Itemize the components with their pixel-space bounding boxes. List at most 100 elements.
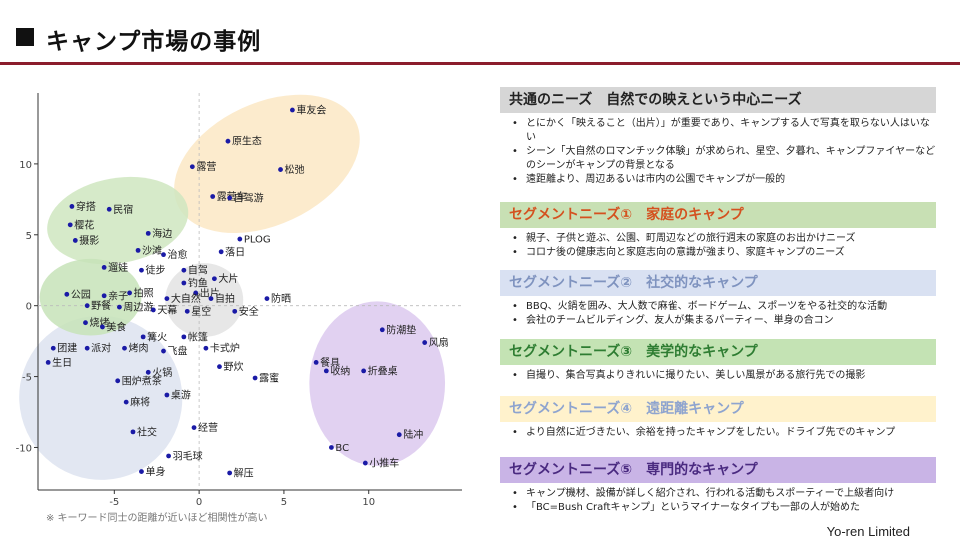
bullet-item: とにかく「映えること（出片）」が重要であり、キャンプする人で写真を取らない人はい… xyxy=(510,117,936,145)
keyword-point: 公园 xyxy=(64,289,91,301)
keyword-dot xyxy=(123,399,129,405)
cluster-segment2 xyxy=(19,315,183,480)
keyword-dot xyxy=(264,296,270,301)
page-title: キャンプ市場の事例 xyxy=(46,29,262,55)
keyword-label: 自驾 xyxy=(188,264,208,277)
y-tick-label: -10 xyxy=(16,443,32,454)
keyword-label: 钓鱼 xyxy=(188,276,208,289)
keyword-point: 天幕 xyxy=(150,303,177,316)
keyword-dot xyxy=(218,249,224,255)
keyword-label: 帐篷 xyxy=(188,330,208,343)
keyword-point: 大自然 xyxy=(164,292,201,305)
section-heading: セグメントニーズ③ 美学的なキャンプ xyxy=(500,339,936,365)
keyword-dot xyxy=(422,340,428,345)
keyword-point: 小推车 xyxy=(362,457,399,470)
keyword-dot xyxy=(313,359,319,365)
keyword-dot xyxy=(139,267,144,273)
bullet-item: 「BC=Bush Craftキャンプ」というマイナーなタイプも一部の人が始めた xyxy=(510,501,936,515)
keyword-label: 露营车 xyxy=(217,190,247,203)
keyword-dot xyxy=(237,236,243,242)
keyword-label: PLOG xyxy=(244,235,271,246)
keyword-point: 收纳 xyxy=(323,364,350,377)
keyword-dot xyxy=(210,194,216,199)
keyword-point: 遛娃 xyxy=(101,261,128,274)
keyword-dot xyxy=(225,138,231,144)
keyword-label: 火锅 xyxy=(152,367,172,379)
keyword-label: 車友会 xyxy=(296,104,326,117)
section-bullets: とにかく「映えること（出片）」が重要であり、キャンプする人で写真を取らない人はい… xyxy=(500,117,936,187)
keyword-point: 经营 xyxy=(191,421,218,434)
keyword-label: BC xyxy=(335,443,349,454)
keyword-point: 海边 xyxy=(145,227,172,240)
keyword-point: 原生态 xyxy=(225,135,262,148)
keyword-dot xyxy=(101,293,107,299)
keyword-point: 治愈 xyxy=(161,248,188,261)
keyword-label: 露营 xyxy=(196,160,216,173)
keyword-point: 烤肉 xyxy=(122,342,148,355)
keyword-dot xyxy=(127,290,132,296)
keyword-point: 星空 xyxy=(184,305,211,318)
keyword-point: 解压 xyxy=(227,466,254,479)
keyword-label: 野餐 xyxy=(91,299,111,312)
keyword-label: 麻将 xyxy=(130,396,150,409)
keyword-label: 落日 xyxy=(225,246,245,258)
cluster-common xyxy=(174,94,360,234)
keyword-point: 火锅 xyxy=(145,367,172,379)
keyword-label: 周边游 xyxy=(123,301,153,314)
keyword-dot xyxy=(396,432,402,438)
keyword-label: 徒步 xyxy=(145,264,165,277)
keyword-point: 餐具 xyxy=(313,356,340,369)
keyword-dot xyxy=(130,429,136,435)
keyword-label: 桌游 xyxy=(171,389,191,402)
keyword-dot xyxy=(115,378,121,384)
bullet-item: BBQ、火鍋を囲み、大人数で麻雀、ボードゲーム、スポーツをやる社交的な活動 xyxy=(510,300,936,314)
bullet-item: 親子、子供と遊ぶ、公園、町周辺などの旅行週末の家庭のお出かけニーズ xyxy=(510,232,936,246)
x-tick-label: 10 xyxy=(362,497,375,508)
y-tick-label: 5 xyxy=(26,231,32,242)
keyword-point: 风扇 xyxy=(422,336,449,349)
keyword-point: 帐篷 xyxy=(181,330,208,343)
keyword-point: 钓鱼 xyxy=(181,276,208,289)
section-heading: セグメントニーズ⑤ 専門的なキャンプ xyxy=(500,457,936,483)
keyword-point: BC xyxy=(329,443,349,454)
keyword-point: 折叠桌 xyxy=(361,364,398,377)
keyword-dot xyxy=(64,291,70,297)
x-tick-label: 5 xyxy=(281,497,287,508)
keyword-label: 收纳 xyxy=(330,364,350,377)
keyword-label: 大自然 xyxy=(171,292,201,305)
keyword-label: 大片 xyxy=(218,272,238,285)
keyword-dot xyxy=(164,392,170,398)
keyword-label: 经营 xyxy=(198,421,218,434)
keyword-label: 美食 xyxy=(106,320,126,333)
keyword-label: 陆冲 xyxy=(403,428,423,441)
keyword-point: 桌游 xyxy=(164,389,191,402)
keyword-dot xyxy=(227,470,233,476)
keyword-point: 飞盘 xyxy=(161,345,188,358)
keyword-point: 拍照 xyxy=(127,286,154,299)
keyword-label: 飞盘 xyxy=(168,345,188,358)
keyword-label: 烤肉 xyxy=(128,342,148,355)
keyword-dot xyxy=(161,252,166,258)
y-tick-label: -5 xyxy=(22,373,32,384)
cluster-segment5 xyxy=(309,301,446,466)
section-common: 共通のニーズ 自然での映えという中心ニーズ とにかく「映えること（出片）」が重要… xyxy=(500,87,936,187)
keyword-point: 团建 xyxy=(50,342,77,355)
keyword-dot xyxy=(166,453,171,459)
keyword-dot xyxy=(278,167,283,172)
keyword-dot xyxy=(100,324,105,330)
title-divider xyxy=(0,62,960,65)
keyword-label: 围炉煮茶 xyxy=(122,374,162,387)
keyword-point: 出片 xyxy=(193,286,220,299)
bullet-item: コロナ後の健康志向と家庭志向の意識が強まり、家庭キャンプのニーズ xyxy=(510,246,936,260)
keyword-dot xyxy=(203,345,209,351)
keyword-label: 折叠桌 xyxy=(368,364,398,377)
keyword-point: 生日 xyxy=(45,356,72,369)
section-heading: セグメントニーズ② 社交的なキャンプ xyxy=(500,270,936,296)
keyword-label: 摄影 xyxy=(79,234,99,247)
keyword-dot xyxy=(181,280,187,286)
keyword-dot xyxy=(191,425,197,431)
keyword-dot xyxy=(135,247,141,253)
keyword-label: 治愈 xyxy=(168,248,188,261)
keyword-dot xyxy=(290,107,295,113)
